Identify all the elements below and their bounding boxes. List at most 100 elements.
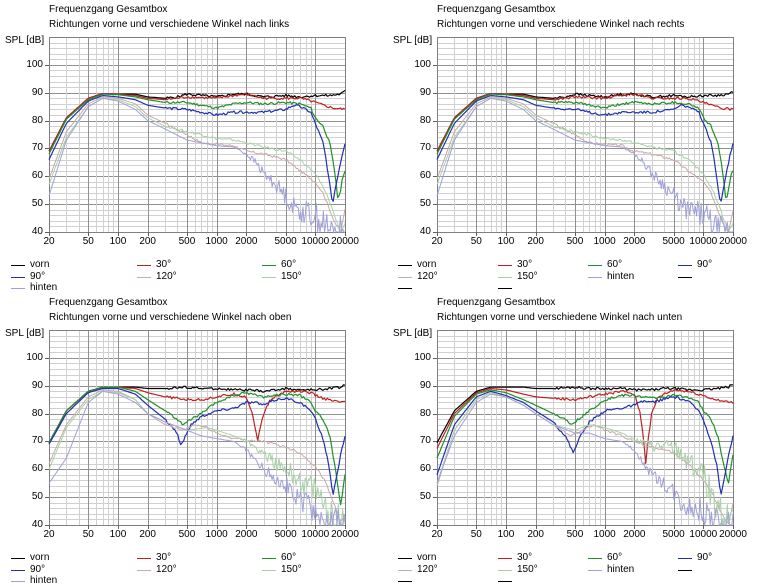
legend-swatch-vorn xyxy=(11,558,25,559)
chart-panel-left: Frequenzgang Gesamtbox Richtungen vorne u… xyxy=(0,0,388,293)
x-tick-label: 2000 xyxy=(235,529,258,540)
plot-area xyxy=(45,330,346,529)
y-tick-label: 70 xyxy=(31,142,43,154)
plot-border xyxy=(437,37,734,233)
legend-swatch-vorn xyxy=(11,265,25,266)
legend-label: 120° xyxy=(156,563,177,575)
legend-label: 30° xyxy=(517,259,533,270)
x-tick-label: 1000 xyxy=(205,236,228,247)
series-line-60 xyxy=(48,93,346,199)
legend-label: 120° xyxy=(417,270,438,282)
legend-item: 60° xyxy=(588,259,668,271)
y-axis-label: SPL [dB] xyxy=(393,35,433,46)
legend-item: 150° xyxy=(262,564,342,576)
x-tick-label: 2000 xyxy=(235,236,258,247)
legend-label: 150° xyxy=(517,563,538,575)
plot-area xyxy=(433,330,734,529)
x-tick-label: 2000 xyxy=(623,529,646,540)
legend-swatch-empty xyxy=(498,288,512,289)
legend-item-empty xyxy=(398,282,478,294)
legend-item: hinten xyxy=(588,271,668,283)
legend-swatch-150 xyxy=(498,276,512,278)
x-tick-label: 20 xyxy=(43,236,55,247)
legend-item: 30° xyxy=(137,552,217,564)
legend-item: 90° xyxy=(11,271,91,283)
legend-item: hinten xyxy=(11,575,91,587)
series-line-vorn xyxy=(436,384,734,444)
legend-label: 150° xyxy=(281,270,302,282)
x-tick-label: 1000 xyxy=(593,529,616,540)
plot-area xyxy=(45,37,346,236)
x-tick-label: 10000 xyxy=(301,529,330,540)
legend-item: vorn xyxy=(11,259,91,271)
legend-label: hinten xyxy=(607,563,635,575)
x-tick-label: 5000 xyxy=(274,236,297,247)
legend-swatch-150 xyxy=(498,569,512,571)
legend-label: hinten xyxy=(30,575,58,586)
legend-swatch-120 xyxy=(137,276,151,278)
x-tick-label: 50 xyxy=(82,529,94,540)
y-tick-label: 80 xyxy=(419,407,431,419)
chart-title: Frequenzgang Gesamtbox xyxy=(437,297,556,308)
legend-swatch-90 xyxy=(11,569,25,571)
legend-item: 30° xyxy=(498,259,578,271)
y-tick-label: 90 xyxy=(31,86,43,98)
x-tick-label: 10000 xyxy=(689,236,718,247)
x-tick-label: 20000 xyxy=(719,236,747,247)
legend-label: 90° xyxy=(30,270,46,282)
x-tick-label: 50 xyxy=(470,529,482,540)
legend-item: 90° xyxy=(678,259,758,271)
x-tick-label: 20000 xyxy=(331,236,359,247)
legend-label: 60° xyxy=(281,259,297,270)
chart-subtitle: Richtungen vorne und verschiedene Winkel… xyxy=(437,312,683,323)
legend-item: hinten xyxy=(11,282,91,294)
chart-panel-up: Frequenzgang Gesamtbox Richtungen vorne u… xyxy=(0,293,388,586)
x-tick-label: 10000 xyxy=(301,236,330,247)
legend-swatch-empty xyxy=(678,276,692,278)
x-tick-label: 20 xyxy=(431,236,443,247)
chart-panel-down: Frequenzgang Gesamtbox Richtungen vorne u… xyxy=(388,293,776,586)
legend-label: vorn xyxy=(417,552,437,563)
legend-swatch-hinten xyxy=(588,569,602,571)
legend-swatch-120 xyxy=(398,569,412,571)
series-line-60 xyxy=(436,93,734,198)
y-tick-label: 100 xyxy=(26,58,43,70)
x-tick-label: 50 xyxy=(82,236,94,247)
legend-swatch-60 xyxy=(588,265,602,266)
legend-label: vorn xyxy=(417,259,437,270)
x-tick-label: 500 xyxy=(178,529,196,540)
legend-item-empty xyxy=(498,575,578,587)
series-line-120 xyxy=(48,96,346,233)
series-line-90 xyxy=(436,390,734,495)
plot-area xyxy=(433,37,734,236)
legend-swatch-empty xyxy=(398,288,412,289)
x-tick-label: 20000 xyxy=(331,529,359,540)
series-line-90 xyxy=(436,95,734,202)
x-tick-label: 500 xyxy=(178,236,196,247)
y-tick-label: 60 xyxy=(419,463,431,475)
legend-swatch-30 xyxy=(137,265,151,266)
legend-swatch-60 xyxy=(262,558,276,559)
legend-label: 90° xyxy=(697,259,713,270)
series-line-30 xyxy=(436,388,734,464)
y-tick-label: 80 xyxy=(419,114,431,126)
x-tick-label: 500 xyxy=(566,529,584,540)
series-line-hinten xyxy=(436,393,734,526)
y-tick-label: 50 xyxy=(31,491,43,503)
legend-label: 30° xyxy=(517,552,533,563)
legend-label: vorn xyxy=(30,552,50,563)
legend-item: 30° xyxy=(137,259,217,271)
legend-label: 60° xyxy=(281,552,297,563)
chart-subtitle: Richtungen vorne und verschiedene Winkel… xyxy=(437,19,685,30)
legend-item: vorn xyxy=(398,552,478,564)
x-tick-label: 200 xyxy=(527,529,544,540)
chart-subtitle: Richtungen vorne und verschiedene Winkel… xyxy=(49,19,290,30)
x-tick-label: 1000 xyxy=(205,529,228,540)
x-tick-label: 500 xyxy=(566,236,584,247)
plot-border xyxy=(49,330,346,526)
y-tick-label: 60 xyxy=(419,170,431,182)
legend-label: hinten xyxy=(607,270,635,282)
legend-item: 120° xyxy=(398,271,478,283)
legend-item: 150° xyxy=(498,271,578,283)
series-line-60 xyxy=(436,389,734,484)
